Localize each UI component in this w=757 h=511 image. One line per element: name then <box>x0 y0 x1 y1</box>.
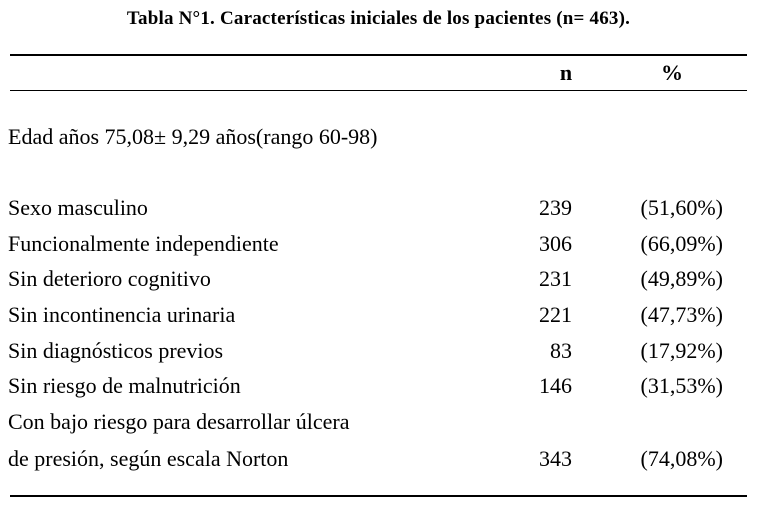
table-row: Con bajo riesgo para desarrollar úlcera <box>0 409 757 439</box>
row-n: 83 <box>550 338 572 363</box>
row-label: Sexo masculino <box>8 195 148 220</box>
row-n: 239 <box>539 195 572 220</box>
row-n: 343 <box>539 446 572 471</box>
row-label: de presión, según escala Norton <box>8 446 289 471</box>
row-n: 146 <box>539 373 572 398</box>
row-label: Funcionalmente independiente <box>8 231 279 256</box>
table-row: Sin diagnósticos previos 83 (17,92%) <box>0 338 757 368</box>
table-row: Funcionalmente independiente 306 (66,09%… <box>0 231 757 261</box>
row-percent: (47,73%) <box>640 302 723 327</box>
row-percent: (66,09%) <box>640 231 723 256</box>
table-row: Sin riesgo de malnutrición 146 (31,53%) <box>0 373 757 403</box>
row-label: Sin incontinencia urinaria <box>8 302 236 327</box>
age-summary: Edad años 75,08± 9,29 años(rango 60-98) <box>8 124 378 149</box>
header-rule <box>10 90 747 91</box>
top-rule <box>10 54 747 56</box>
table-row: de presión, según escala Norton 343 (74,… <box>0 446 757 476</box>
row-label: Sin riesgo de malnutrición <box>8 373 241 398</box>
table-row: Sin incontinencia urinaria 221 (47,73%) <box>0 302 757 332</box>
row-label: Con bajo riesgo para desarrollar úlcera <box>8 409 350 434</box>
row-percent: (31,53%) <box>640 373 723 398</box>
row-n: 221 <box>539 302 572 327</box>
row-percent: (74,08%) <box>640 446 723 471</box>
table-row: Sin deterioro cognitivo 231 (49,89%) <box>0 266 757 296</box>
row-percent: (17,92%) <box>640 338 723 363</box>
row-label: Sin diagnósticos previos <box>8 338 224 363</box>
table-row: Sexo masculino 239 (51,60%) <box>0 195 757 225</box>
table-title: Tabla N°1. Características iniciales de … <box>126 8 631 29</box>
row-n: 306 <box>539 231 572 256</box>
header-percent: % <box>661 60 683 85</box>
row-n: 231 <box>539 266 572 291</box>
row-label: Sin deterioro cognitivo <box>8 266 211 291</box>
row-percent: (49,89%) <box>640 266 723 291</box>
header-n: n <box>559 60 573 85</box>
bottom-rule <box>10 495 747 497</box>
row-percent: (51,60%) <box>640 195 723 220</box>
